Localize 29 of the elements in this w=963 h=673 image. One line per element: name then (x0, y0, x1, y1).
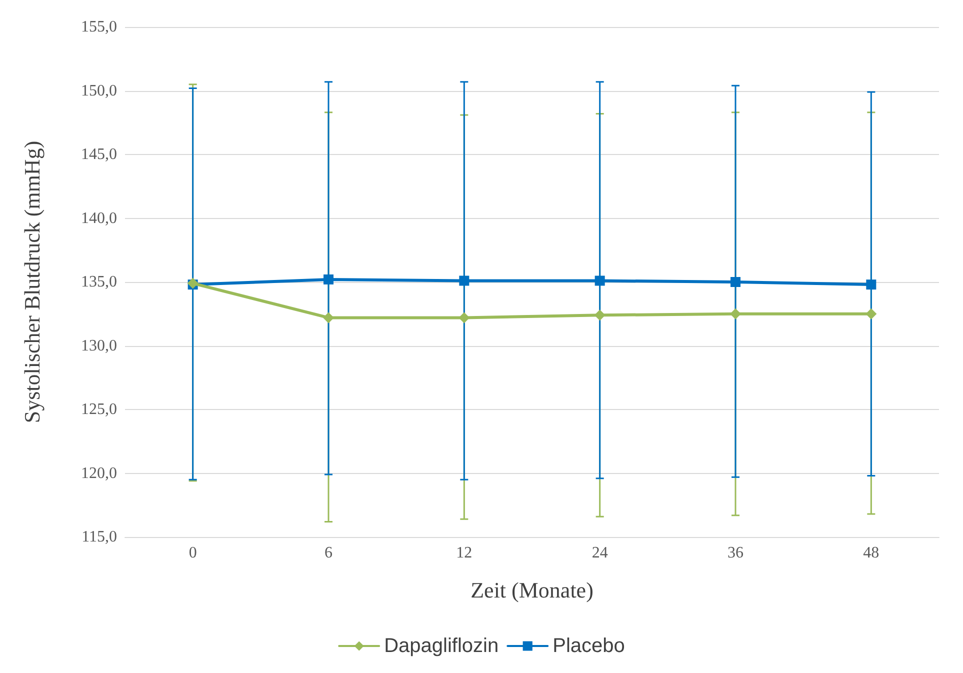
point (594, 310, 606, 321)
point (594, 276, 605, 286)
legend-label: Placebo (552, 635, 625, 657)
point (323, 312, 334, 324)
y-tick-label: 155,0 (81, 18, 117, 36)
y-tick-label: 115,0 (82, 528, 117, 546)
point (324, 274, 334, 284)
point (730, 308, 741, 320)
x-tick-label: 48 (863, 544, 880, 562)
x-tick-label: 12 (456, 544, 472, 562)
point (458, 312, 470, 324)
point (730, 277, 740, 287)
x-tick-label: 0 (188, 544, 197, 562)
point (866, 280, 876, 290)
point (459, 276, 470, 286)
legend-label: Dapagliflozin (384, 635, 499, 657)
x-tick-label: 36 (728, 544, 744, 562)
x-tick-label: 24 (592, 544, 608, 562)
point (866, 308, 877, 320)
x-tick-label: 6 (324, 544, 332, 562)
y-tick-label: 135,0 (81, 274, 117, 290)
y-tick-label: 150,0 (81, 82, 117, 100)
y-tick-label: 120,0 (81, 464, 117, 482)
y-axis-title: Systolischer Blutdruck (mmHg) (20, 140, 44, 424)
x-axis-title: Zeit (Monate) (470, 578, 594, 602)
y-tick-label: 145,0 (81, 146, 117, 163)
y-tick-label: 140,0 (81, 210, 117, 227)
y-tick-label: 130,0 (81, 337, 117, 354)
y-tick-label: 125,0 (81, 401, 117, 418)
